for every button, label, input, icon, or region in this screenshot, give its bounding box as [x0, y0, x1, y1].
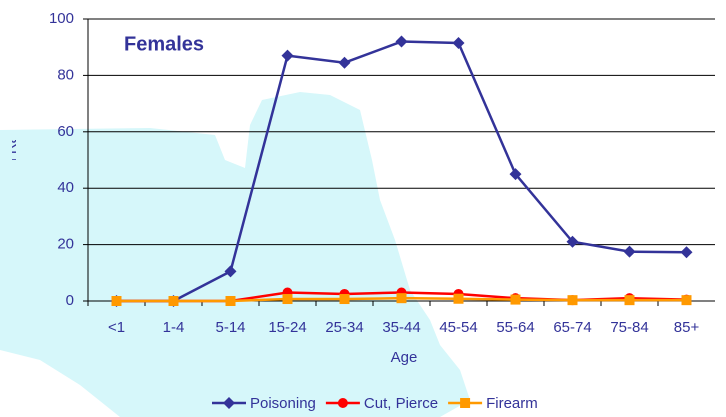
data-point	[339, 57, 351, 69]
x-tick-label: 55-64	[496, 319, 534, 336]
data-point	[454, 294, 464, 304]
data-point	[112, 296, 122, 306]
x-axis-label: Age	[391, 349, 418, 366]
data-point	[340, 294, 350, 304]
y-tick-label: 0	[66, 292, 74, 309]
data-point	[283, 294, 293, 304]
chart: Hospitalization Rate/100,000 Females Age…	[0, 0, 726, 417]
chart-title: Females	[124, 33, 204, 55]
legend-label: Cut, Pierce	[364, 395, 438, 412]
data-point	[169, 296, 179, 306]
data-point	[682, 295, 692, 305]
data-point	[681, 246, 693, 258]
data-point	[568, 295, 578, 305]
x-tick-label: 25-34	[325, 319, 363, 336]
x-tick-label: 75-84	[610, 319, 648, 336]
data-point	[226, 296, 236, 306]
data-point	[282, 50, 294, 62]
data-point	[453, 37, 465, 49]
x-tick-label: 35-44	[382, 319, 420, 336]
x-tick-label: 15-24	[268, 319, 306, 336]
x-tick-label: 45-54	[439, 319, 477, 336]
y-tick-label: 100	[49, 10, 74, 27]
x-tick-label: 1-4	[163, 319, 185, 336]
legend-label: Poisoning	[250, 395, 316, 412]
legend-marker	[338, 398, 348, 408]
y-tick-label: 80	[57, 66, 74, 83]
x-tick-label: <1	[108, 319, 125, 336]
y-tick-label: 60	[57, 123, 74, 140]
data-point	[397, 293, 407, 303]
data-point	[511, 295, 521, 305]
y-tick-label: 40	[57, 179, 74, 196]
legend-label: Firearm	[486, 395, 538, 412]
y-tick-label: 20	[57, 236, 74, 253]
x-tick-label: 65-74	[553, 319, 591, 336]
data-point	[624, 246, 636, 258]
legend-marker	[460, 398, 470, 408]
x-tick-label: 5-14	[215, 319, 245, 336]
x-tick-label: 85+	[674, 319, 700, 336]
data-point	[396, 36, 408, 48]
data-point	[625, 295, 635, 305]
